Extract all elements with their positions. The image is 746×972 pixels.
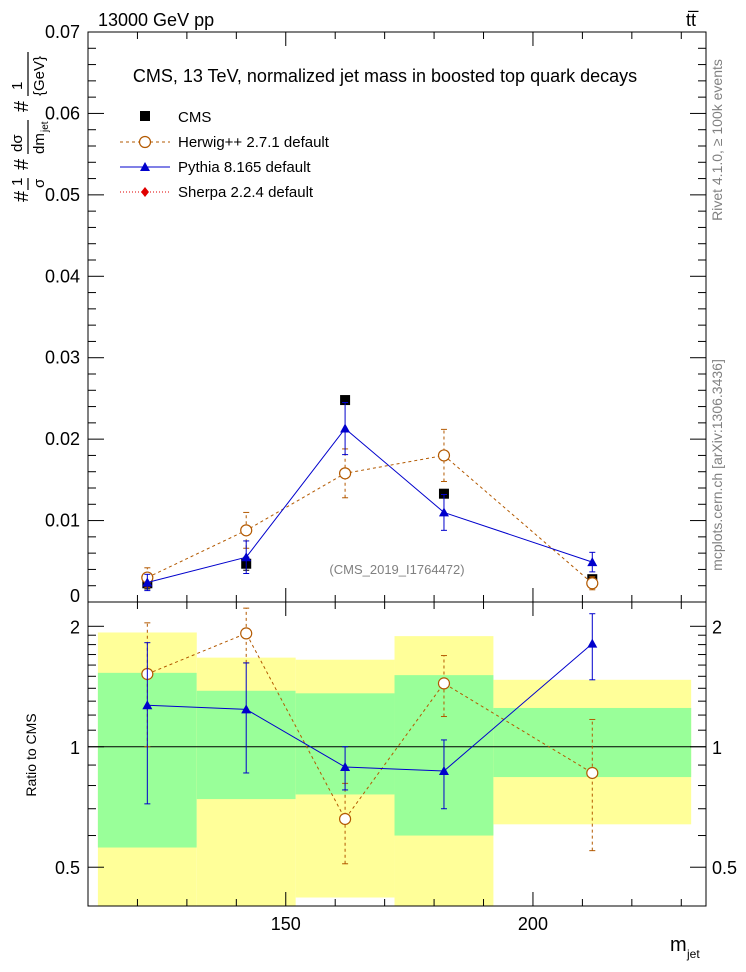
ylabel-gev: {GeV} — [31, 56, 48, 96]
main-y-tick-label: 0.04 — [45, 266, 80, 286]
pythia-point — [438, 507, 449, 517]
legend-label-sherpa: Sherpa 2.2.4 default — [178, 184, 314, 201]
pythia-line — [147, 427, 593, 583]
main-y-axis: 0 0.01 0.02 0.03 0.04 0.05 0.06 0.07 — [45, 22, 706, 606]
main-y-tick-label: 0 — [70, 586, 80, 606]
ratio-y-tick-label-right: 0.5 — [712, 858, 737, 878]
x-axis-label: m — [670, 934, 687, 956]
legend-label-cms: CMS — [178, 109, 211, 126]
series-CMS — [142, 395, 598, 590]
main-y-tick-label: 0.07 — [45, 22, 80, 42]
legend-item-herwig: Herwig++ 2.7.1 default — [120, 134, 330, 151]
legend-marker-sherpa — [141, 187, 149, 197]
ylabel-dsigma: dσ — [9, 134, 26, 152]
legend-item-pythia: Pythia 8.165 default — [120, 159, 311, 176]
pythia-point — [587, 557, 598, 567]
legend: CMS Herwig++ 2.7.1 default Pythia 8.165 … — [120, 109, 330, 201]
main-y-tick-label: 0.01 — [45, 511, 80, 531]
header-energy-label: 13000 GeV pp — [98, 10, 214, 30]
x-axis-label-sub: jet — [686, 947, 700, 961]
mcplots-credit-label: mcplots.cern.ch [arXiv:1306.3436] — [709, 359, 725, 571]
pythia-point — [142, 577, 153, 587]
pythia-point — [241, 552, 252, 562]
ylabel-hash-2: # — [11, 158, 33, 170]
herwig-ratio-point — [437, 677, 451, 690]
ratio-y-tick-label: 1 — [70, 738, 80, 758]
ylabel-dm: dm — [31, 133, 48, 154]
herwig-ratio-point — [240, 627, 253, 640]
ratio-y-tick-label-right: 1 — [712, 738, 722, 758]
ratio-y-axis: 0.5 0.5 1 1 2 2 — [55, 617, 737, 878]
ylabel-one-numerator: 1 — [9, 178, 26, 186]
pythia-ratio-point — [142, 700, 153, 710]
legend-label-pythia: Pythia 8.165 default — [178, 159, 311, 176]
ratio-y-axis-label: Ratio to CMS — [23, 713, 39, 796]
pythia-ratio-point — [438, 765, 449, 775]
CMS-point — [340, 395, 351, 406]
main-y-tick-label: 0.02 — [45, 429, 80, 449]
ratio-x-axis: 150 200 — [87, 602, 682, 934]
legend-label-herwig: Herwig++ 2.7.1 default — [178, 134, 330, 151]
ratio-frame — [87, 601, 707, 907]
legend-item-cms: CMS — [140, 109, 211, 126]
ratio-y-tick-label: 2 — [70, 617, 80, 637]
herwig-point — [586, 577, 599, 590]
x-tick-label: 200 — [518, 914, 548, 934]
x-tick-label: 150 — [271, 914, 301, 934]
herwig-ratio-point — [338, 812, 352, 826]
ylabel-hash-3: # — [11, 100, 33, 112]
herwig-ratio-line — [147, 632, 593, 820]
CMS-point — [438, 488, 449, 499]
header-process-label: tt̅ — [686, 10, 699, 30]
pythia-ratio-point — [587, 638, 598, 648]
herwig-ratio-point — [586, 766, 599, 780]
main-y-tick-label: 0.03 — [45, 348, 80, 368]
ratio-y-tick-label: 0.5 — [55, 858, 80, 878]
pythia-ratio-point — [241, 704, 252, 714]
series-herwig — [141, 428, 599, 591]
ylabel-hash-1: # — [11, 190, 33, 202]
main-panel: 0 0.01 0.02 0.03 0.04 0.05 0.06 0.07 (CMS_2019_… — [9, 22, 707, 606]
pythia-ratio-point — [340, 762, 351, 772]
series-pythia — [142, 402, 598, 592]
ratio-series-pythia — [142, 613, 598, 810]
main-title: CMS, 13 TeV, normalized jet mass in boos… — [133, 66, 637, 86]
main-y-tick-label: 0.05 — [45, 185, 80, 205]
legend-item-sherpa: Sherpa 2.2.4 default — [120, 184, 314, 201]
main-x-axis — [87, 32, 682, 602]
analysis-watermark: (CMS_2019_I1764472) — [329, 562, 464, 577]
main-series-layer — [141, 395, 599, 592]
legend-marker-pythia — [140, 162, 150, 171]
ylabel-jet-sub: jet — [40, 121, 51, 133]
ratio-series-layer — [141, 607, 599, 865]
herwig-point — [437, 449, 451, 462]
pythia-point — [340, 423, 351, 433]
ylabel-one-2: 1 — [9, 82, 26, 90]
herwig-point — [338, 467, 352, 480]
ylabel-sigma: σ — [31, 178, 48, 188]
legend-marker-cms — [140, 111, 150, 121]
legend-marker-herwig — [138, 135, 152, 149]
herwig-point — [240, 524, 253, 537]
ratio-panel: 0.5 0.5 1 1 2 2 150 200 Ratio to CMS m jet — [23, 601, 737, 961]
main-y-tick-label: 0.06 — [45, 103, 80, 123]
rivet-version-label: Rivet 4.1.0, ≥ 100k events — [709, 59, 725, 221]
ratio-y-tick-label-right: 2 — [712, 617, 722, 637]
main-y-axis-label: # 1 σ # dσ dm jet # 1 {GeV} — [9, 52, 51, 202]
